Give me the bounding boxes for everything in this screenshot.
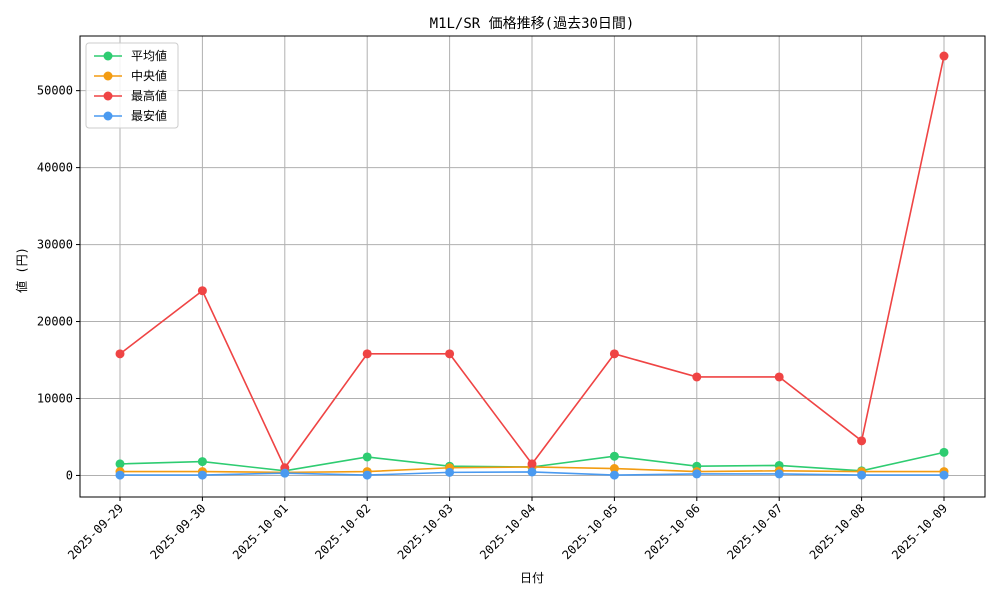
x-tick-label: 2025-10-09 xyxy=(889,501,950,562)
data-point xyxy=(445,349,455,359)
data-point xyxy=(362,452,372,462)
legend-marker xyxy=(103,51,113,61)
x-tick-label: 2025-10-06 xyxy=(642,501,703,562)
data-point xyxy=(939,447,949,457)
chart-title: M1L/SR 価格推移(過去30日間) xyxy=(430,16,635,32)
legend-label: 最高値 xyxy=(131,88,167,103)
data-point xyxy=(609,470,619,480)
legend-label: 平均値 xyxy=(131,48,167,63)
x-tick-label: 2025-10-02 xyxy=(312,501,373,562)
legend-marker xyxy=(103,91,113,101)
x-axis-label: 日付 xyxy=(520,571,544,585)
data-point xyxy=(197,457,207,467)
data-point xyxy=(197,470,207,480)
legend-item: 中央値 xyxy=(94,68,167,83)
grid xyxy=(80,36,985,497)
data-point xyxy=(609,349,619,359)
y-tick-label: 50000 xyxy=(37,84,73,98)
legend-label: 最安値 xyxy=(131,108,167,123)
data-point xyxy=(362,470,372,480)
data-point xyxy=(115,459,125,469)
x-axis-ticks: 2025-09-29 2025-09-30 2025-10-01 2025-10-02… xyxy=(65,497,950,562)
data-point xyxy=(445,467,455,477)
data-point xyxy=(609,451,619,461)
legend-marker xyxy=(103,111,113,121)
y-axis-ticks: 0 10000 20000 30000 40000 50000 xyxy=(37,84,80,482)
y-tick-label: 0 xyxy=(66,468,73,482)
legend-item: 最安値 xyxy=(94,108,167,123)
y-axis-label: 値 (円) xyxy=(14,247,29,293)
x-tick-label: 2025-10-03 xyxy=(395,501,456,562)
data-point xyxy=(939,470,949,480)
data-point xyxy=(609,464,619,474)
data-point xyxy=(774,469,784,479)
data-point xyxy=(280,468,290,478)
legend-label: 中央値 xyxy=(131,68,167,83)
y-tick-label: 10000 xyxy=(37,391,73,405)
data-point xyxy=(857,436,867,446)
x-tick-label: 2025-10-08 xyxy=(807,501,868,562)
x-tick-label: 2025-10-05 xyxy=(560,501,621,562)
y-tick-label: 40000 xyxy=(37,161,73,175)
data-point xyxy=(857,470,867,480)
y-tick-label: 30000 xyxy=(37,238,73,252)
series-layer xyxy=(115,51,949,480)
data-point xyxy=(692,469,702,479)
data-point xyxy=(692,372,702,382)
data-point xyxy=(939,51,949,61)
data-point xyxy=(774,372,784,382)
x-tick-label: 2025-09-29 xyxy=(65,501,126,562)
x-tick-label: 2025-10-04 xyxy=(477,501,538,562)
series-最安値 xyxy=(115,467,949,480)
data-point xyxy=(197,286,207,296)
data-point xyxy=(115,470,125,480)
legend-box xyxy=(85,42,179,129)
data-point xyxy=(527,467,537,477)
x-tick-label: 2025-10-07 xyxy=(724,501,785,562)
legend-item: 最高値 xyxy=(94,88,167,103)
data-point xyxy=(362,349,372,359)
y-tick-label: 20000 xyxy=(37,315,73,329)
legend-marker xyxy=(103,71,113,81)
x-tick-label: 2025-09-30 xyxy=(148,501,209,562)
x-tick-label: 2025-10-01 xyxy=(230,501,291,562)
data-point xyxy=(115,349,125,359)
legend-item: 平均値 xyxy=(94,48,167,63)
data-point xyxy=(527,459,537,469)
